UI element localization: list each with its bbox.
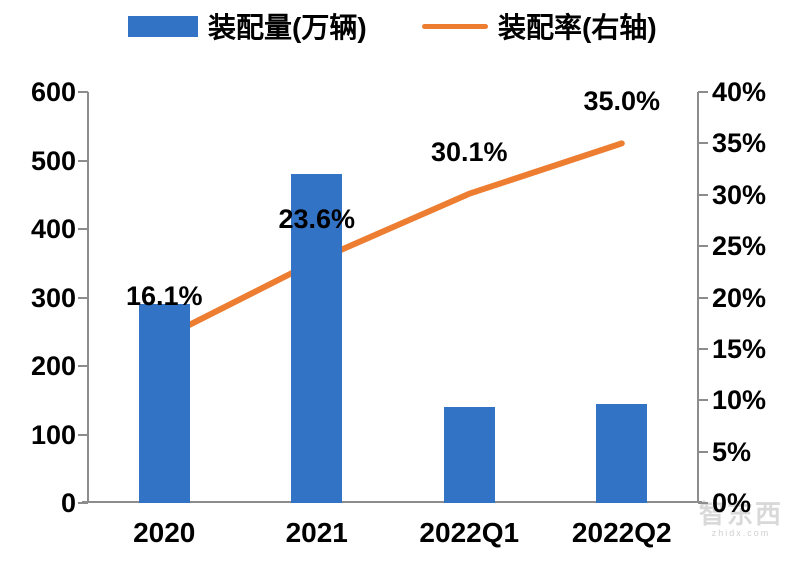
left-axis-label: 600 [30, 77, 76, 107]
right-axis-label: 15% [712, 333, 767, 364]
bar-series-swatch-icon [128, 15, 198, 37]
left-axis-label: 300 [30, 282, 76, 313]
right-axis-tick [698, 502, 708, 504]
x-axis-label-2022Q1: 2022Q1 [419, 517, 520, 548]
right-axis-label: 5% [712, 436, 752, 467]
left-axis-label: 0 [60, 488, 76, 518]
legend-label-bar-series: 装配量(万辆) [208, 12, 367, 43]
right-axis-tick [698, 347, 708, 350]
left-axis-tick [78, 91, 88, 93]
right-axis-label: 40% [712, 77, 767, 107]
right-axis-tick [698, 296, 708, 299]
bar-2022Q1 [443, 407, 495, 503]
x-axis-baseline [82, 501, 702, 503]
left-axis-label: 100 [30, 419, 76, 450]
left-axis-line [87, 92, 89, 503]
data-label-2020: 16.1% [125, 280, 203, 311]
data-label-2022Q2: 35.0% [583, 86, 661, 117]
bar-2021 [291, 174, 343, 503]
right-axis-label: 20% [712, 282, 767, 313]
left-axis-label: 200 [30, 351, 76, 381]
right-axis-tick [698, 193, 708, 196]
right-axis-tick [698, 91, 708, 93]
right-axis-label: 10% [712, 385, 767, 416]
left-axis-tick [78, 296, 88, 299]
right-axis-label: 35% [712, 128, 767, 159]
right-axis-tick [698, 142, 708, 145]
left-axis-tick [78, 502, 88, 504]
right-axis-label: 30% [712, 179, 767, 210]
right-axis-label: 0% [712, 488, 752, 518]
rate-line-path [161, 140, 625, 341]
data-label-2021: 23.6% [278, 203, 356, 234]
left-axis-label: 500 [30, 145, 76, 176]
left-axis-tick [78, 159, 88, 162]
right-axis-tick [698, 245, 708, 248]
left-axis-label: 400 [30, 214, 76, 244]
legend-item-bar-series: 装配量(万辆) [128, 10, 367, 43]
bar-2020 [138, 304, 190, 503]
right-axis-label: 25% [712, 231, 767, 262]
left-axis-tick [78, 365, 88, 367]
x-axis-label-2021: 2021 [285, 517, 348, 548]
right-axis-tick [698, 399, 708, 402]
line-series-swatch-icon [422, 23, 488, 29]
data-label-2022Q1: 30.1% [430, 136, 508, 167]
legend-item-line-series: 装配率(右轴) [422, 10, 657, 43]
bar-2022Q2 [596, 403, 648, 503]
left-axis-tick [78, 433, 88, 436]
line-series [161, 140, 625, 341]
x-axis-label-2022Q2: 2022Q2 [571, 517, 672, 548]
legend-label-line-series: 装配率(右轴) [498, 12, 657, 43]
x-axis-label-2020: 2020 [133, 517, 196, 548]
left-axis-tick [78, 228, 88, 230]
right-axis-tick [698, 450, 708, 453]
